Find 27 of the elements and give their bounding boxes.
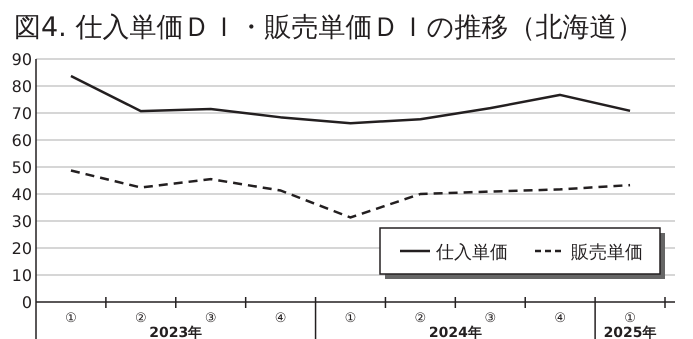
y-tick-label: 60 xyxy=(12,131,32,150)
line-series xyxy=(70,74,632,125)
y-tick-label: 70 xyxy=(12,104,32,123)
legend-label: 販売単価 xyxy=(571,242,643,263)
y-tick-label: 50 xyxy=(12,158,32,177)
legend-label: 仕入単価 xyxy=(435,242,508,263)
x-tick-label: ④ xyxy=(274,311,286,326)
y-tick-label: 20 xyxy=(12,239,32,258)
x-tick-label: ③ xyxy=(204,311,217,326)
x-tick-label: ① xyxy=(344,311,356,326)
y-tick-label: 90 xyxy=(12,50,32,69)
y-tick-label: 0 xyxy=(22,293,32,312)
x-tick-label: ① xyxy=(65,311,77,326)
x-tick-label: ③ xyxy=(484,311,496,326)
line-series xyxy=(70,169,632,219)
text: 2023年 xyxy=(149,325,202,339)
x-tick-label: ① xyxy=(624,311,636,326)
y-tick-label: 80 xyxy=(12,77,32,96)
chart-title: 図4. 仕入単価ＤＩ・販売単価ＤＩの推移（北海道） xyxy=(14,12,644,43)
text: 2024年 xyxy=(428,325,482,339)
x-tick-label: ② xyxy=(135,311,147,326)
y-tick-label: 30 xyxy=(12,212,32,231)
y-tick-label: 10 xyxy=(12,266,32,285)
text: 2025年 xyxy=(604,325,657,339)
x-tick-label: ④ xyxy=(554,311,566,326)
x-tick-label: ② xyxy=(414,311,426,326)
y-tick-label: 40 xyxy=(12,185,32,204)
